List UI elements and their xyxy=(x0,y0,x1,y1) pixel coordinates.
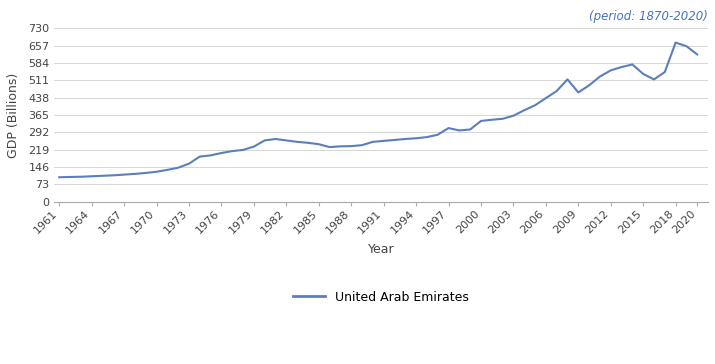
X-axis label: Year: Year xyxy=(368,243,394,256)
Y-axis label: GDP (Billions): GDP (Billions) xyxy=(7,72,20,158)
Legend: United Arab Emirates: United Arab Emirates xyxy=(288,286,473,309)
Text: (period: 1870-2020): (period: 1870-2020) xyxy=(589,10,708,23)
